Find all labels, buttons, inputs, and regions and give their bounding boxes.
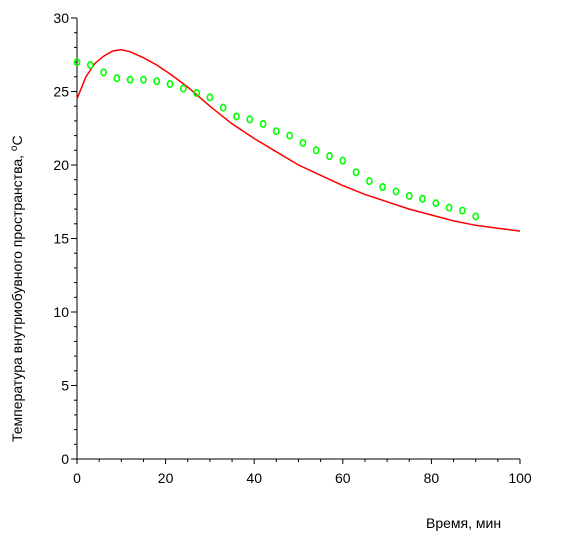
data-point [179, 84, 187, 93]
data-point [219, 103, 227, 112]
data-point [339, 156, 347, 165]
y-tick-label: 0 [61, 451, 69, 467]
data-point [312, 146, 320, 155]
y-tick-label: 10 [53, 304, 69, 320]
data-point [140, 75, 147, 84]
data-point [379, 183, 387, 192]
data-point [206, 93, 214, 102]
y-axis: 0 5 10 15 20 25 30 [53, 10, 78, 467]
data-point [153, 77, 161, 86]
x-tick-label: 60 [335, 470, 351, 486]
data-point [459, 206, 466, 215]
data-point [166, 80, 174, 89]
x-ticks: 0 20 40 60 80 100 [73, 459, 532, 486]
data-point [246, 115, 254, 124]
data-point [432, 199, 440, 208]
data-point [73, 58, 81, 67]
x-tick-label: 100 [508, 470, 532, 486]
y-axis-title: Температура внутриобувного пространства,… [9, 135, 25, 442]
y-tick-label: 30 [53, 10, 69, 26]
data-point [286, 131, 294, 140]
data-point [365, 177, 373, 186]
data-point [392, 187, 400, 196]
data-point [233, 112, 240, 121]
x-tick-label: 20 [158, 470, 174, 486]
data-point [352, 168, 360, 177]
y-ticks: 0 5 10 15 20 25 30 [53, 10, 77, 467]
data-point [259, 119, 267, 128]
y-tick-label: 5 [61, 378, 69, 394]
x-axis: 0 20 40 60 80 100 [73, 458, 532, 486]
y-tick-label: 15 [53, 231, 69, 247]
x-tick-label: 40 [246, 470, 262, 486]
data-point [326, 152, 333, 161]
data-point [405, 191, 413, 200]
y-axis-title-degree: o [9, 145, 20, 151]
plot-area [73, 48, 521, 232]
data-point [472, 212, 480, 221]
y-axis-title-main: Температура внутриобувного пространства, [9, 151, 25, 442]
data-point [100, 68, 107, 77]
data-point [445, 203, 453, 212]
data-point [272, 127, 280, 136]
y-tick-label: 20 [53, 157, 69, 173]
x-tick-label: 80 [424, 470, 440, 486]
y-axis-title-unit: C [9, 135, 25, 145]
y-tick-label: 25 [53, 84, 69, 100]
x-axis-title: Время, мин [426, 515, 501, 531]
data-point [86, 61, 94, 70]
data-point [419, 194, 426, 203]
data-point [126, 75, 134, 84]
x-tick-label: 0 [73, 470, 81, 486]
data-point [193, 88, 201, 97]
series-line-0 [76, 48, 521, 232]
data-point [299, 138, 307, 147]
data-point [113, 74, 121, 83]
